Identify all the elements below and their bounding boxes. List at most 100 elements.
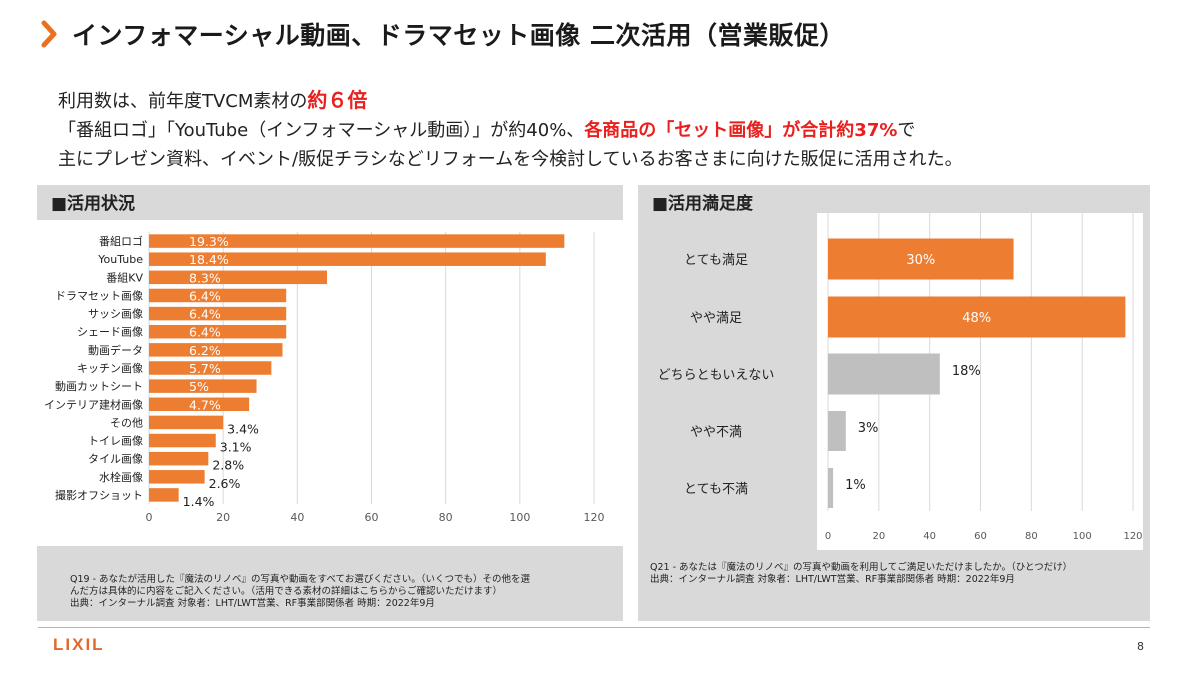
summary-line-3: 主にプレゼン資料、イベント/販促チラシなどリフォームを今検討しているお客さまに向…: [58, 149, 963, 170]
category-label: タイル画像: [88, 453, 143, 466]
data-label: 6.2%: [189, 343, 221, 358]
bar: [149, 324, 287, 339]
category-label: 動画カットシート: [55, 379, 143, 393]
data-label: 6.4%: [189, 325, 221, 340]
data-label: 5.7%: [189, 361, 221, 376]
satisfaction-panel: ■活用満足度 とても満足やや満足どちらともいえない やや不満とても不満 0 20 40…: [638, 185, 1150, 621]
category-label: ドラマセット画像: [55, 289, 143, 302]
bar: [149, 470, 205, 484]
category-label: どちらともいえない: [658, 368, 775, 383]
x-tick-label: 100: [1073, 531, 1092, 542]
bar: [828, 468, 834, 508]
category-label: 動画データ: [88, 343, 143, 357]
satisfaction-footnote: Q21 - あなたは『魔法のリノベ』の写真や動画を利用してご満足いただけましたか…: [650, 562, 1140, 586]
data-label: 18%: [952, 364, 981, 379]
category-label: インテリア建材画像: [44, 397, 143, 411]
bar: [828, 411, 846, 451]
bar: [149, 379, 257, 393]
satisfaction-heading: ■活用満足度: [652, 194, 754, 214]
satisfaction-footnote-line: Q21 - あなたは『魔法のリノベ』の写真や動画を利用してご満足いただけましたか…: [650, 562, 1073, 573]
summary-line-2: 「番組ロゴ」「YouTube（インフォマーシャル動画）」が約40%、各商品の「セ…: [58, 116, 1168, 145]
page-title: インフォマーシャル動画、ドラマセット画像 二次活用（営業販促）: [72, 21, 845, 50]
x-tick-label: 60: [974, 531, 987, 542]
summary: 利用数は、前年度TVCM素材の約６倍 「番組ロゴ」「YouTube（インフォマー…: [58, 86, 1168, 174]
data-label: 30%: [906, 253, 935, 268]
summary-line-1: 利用数は、前年度TVCM素材の約６倍: [58, 86, 1168, 116]
category-label: その他: [110, 416, 143, 429]
data-label: 5%: [189, 379, 209, 394]
category-label: キッチン画像: [77, 362, 143, 375]
x-tick-label: 40: [290, 511, 304, 524]
satisfaction-chart-area: 0 20 40 60 80 100 120 30% 48% 18% 3% 1%: [817, 213, 1143, 550]
data-label: 1.4%: [183, 494, 215, 509]
usage-heading: ■活用状況: [51, 194, 136, 214]
x-tick-label: 80: [439, 511, 453, 524]
usage-footnote-line: Q19 - あなたが活用した『魔法のリノベ』の写真や動画をすべてお選びください。…: [70, 574, 530, 585]
data-label: 2.8%: [212, 458, 244, 473]
x-tick-label: 40: [923, 531, 936, 542]
x-tick-label: 20: [872, 531, 885, 542]
summary-line-2-highlight: 各商品の「セット画像」が合計約37%: [584, 120, 898, 141]
category-label: 撮影オフショット: [55, 488, 143, 502]
usage-footnote: Q19 - あなたが活用した『魔法のリノベ』の写真や動画をすべてお選びください。…: [70, 574, 610, 610]
data-label: 6.4%: [189, 288, 221, 303]
bar: [828, 238, 1014, 280]
bar: [149, 361, 272, 375]
x-tick-label: 0: [146, 511, 153, 524]
bar: [828, 296, 1126, 338]
bar: [149, 397, 250, 412]
page-number: 8: [1137, 640, 1144, 653]
satisfaction-footnote-line: 出典：インターナル調査 対象者：LHT/LWT営業、RF事業部関係者 時期：20…: [650, 574, 1015, 585]
usage-footnote-line: 出典：インターナル調査 対象者：LHT/LWT営業、RF事業部関係者 時期：20…: [70, 598, 435, 609]
bar: [149, 415, 224, 430]
summary-line-1-highlight: 約６倍: [307, 88, 368, 112]
category-label: トイレ画像: [88, 435, 143, 448]
bar: [149, 288, 287, 303]
data-label: 8.3%: [189, 270, 221, 285]
x-tick-label: 0: [825, 531, 831, 542]
category-label: 番組KV: [106, 271, 143, 284]
summary-line-1-text: 利用数は、前年度TVCM素材の: [58, 91, 308, 112]
data-label: 3.1%: [220, 440, 252, 455]
bar: [149, 270, 327, 285]
category-label: とても満足: [684, 253, 748, 268]
data-label: 3%: [858, 421, 879, 436]
bar: [149, 234, 565, 248]
chevron-right-icon: [41, 20, 57, 48]
bar: [149, 451, 209, 466]
bar: [828, 353, 940, 395]
bar: [149, 488, 179, 502]
x-tick-label: 80: [1025, 531, 1038, 542]
data-label: 19.3%: [189, 234, 229, 249]
x-tick-label: 60: [365, 511, 379, 524]
data-label: 1%: [845, 478, 866, 493]
category-label: とても不満: [684, 482, 748, 497]
usage-footnote-line: んだ方は具体的に内容をご記入ください。（活用できる素材の詳細はこちらからご確認い…: [70, 586, 503, 597]
title-row: インフォマーシャル動画、ドラマセット画像 二次活用（営業販促）: [38, 14, 845, 54]
data-label: 6.4%: [189, 307, 221, 322]
data-label: 48%: [962, 311, 991, 326]
x-tick-label: 20: [216, 511, 230, 524]
bar: [149, 433, 216, 448]
usage-panel: ■活用状況 0 20 40 60 80 100 120 番組ロゴ 19.3% YouTube 18.…: [37, 185, 623, 621]
satisfaction-bar-chart: 0 20 40 60 80 100 120 30% 48% 18% 3% 1%: [825, 213, 1143, 542]
category-label: 水栓画像: [99, 470, 143, 484]
data-label: 2.6%: [209, 476, 241, 491]
data-label: 4.7%: [189, 397, 221, 412]
lixil-logo: LIXIL: [53, 635, 105, 654]
data-label: 3.4%: [227, 421, 259, 436]
category-label: シェード画像: [77, 326, 143, 339]
x-tick-label: 120: [1123, 531, 1142, 542]
x-tick-label: 100: [509, 511, 530, 524]
bar: [149, 306, 287, 321]
category-label: やや満足: [690, 311, 742, 326]
bar: [149, 343, 283, 357]
summary-line-2-text: 「番組ロゴ」「YouTube（インフォマーシャル動画）」が約40%、: [58, 120, 585, 141]
data-label: 18.4%: [189, 252, 229, 267]
category-label: やや不満: [690, 425, 742, 440]
usage-chart-area: 0 20 40 60 80 100 120 番組ロゴ 19.3% YouTube 18.4% 番組KV…: [37, 220, 623, 546]
category-label: 番組ロゴ: [99, 234, 143, 248]
category-label: サッシ画像: [88, 308, 143, 321]
summary-line-2-tail: で: [897, 120, 916, 141]
